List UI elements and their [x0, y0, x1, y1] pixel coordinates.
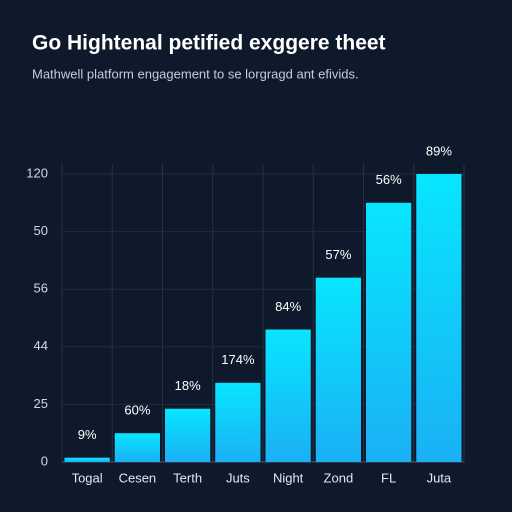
- bar-annotation: 84%: [275, 299, 301, 314]
- bar: [215, 382, 261, 462]
- x-tick-label: Togal: [72, 470, 103, 485]
- bar-annotation: 18%: [175, 378, 201, 393]
- bar: [114, 433, 160, 462]
- x-tick-label: Juta: [427, 470, 452, 485]
- bar-annotation: 9%: [78, 427, 97, 442]
- bar: [64, 457, 110, 462]
- x-tick-label: Night: [273, 470, 304, 485]
- x-tick-label: Cesen: [119, 470, 157, 485]
- y-tick-label: 0: [41, 453, 48, 468]
- bar-annotation: 89%: [426, 143, 452, 158]
- bar: [315, 277, 361, 462]
- bar: [265, 329, 311, 462]
- chart-title: Go Hightenal petified exggere theet: [32, 32, 386, 55]
- x-tick-label: Juts: [226, 470, 250, 485]
- y-tick-label: 56: [34, 281, 48, 296]
- chart-subtitle: Mathwell platform engagement to se lorgr…: [32, 66, 359, 81]
- bar: [366, 202, 412, 463]
- x-tick-label: Terth: [173, 470, 202, 485]
- bar-annotation: 60%: [124, 403, 150, 418]
- y-tick-label: 50: [34, 223, 48, 238]
- bar: [165, 408, 211, 462]
- bar-annotation: 174%: [221, 352, 255, 367]
- bar: [416, 174, 462, 462]
- y-tick-label: 44: [34, 338, 48, 353]
- bar-annotation: 56%: [376, 172, 402, 187]
- x-tick-label: FL: [381, 470, 396, 485]
- y-tick-label: 25: [34, 396, 48, 411]
- y-tick-label: 120: [26, 165, 48, 180]
- bar-annotation: 57%: [325, 247, 351, 262]
- x-tick-label: Zond: [324, 470, 354, 485]
